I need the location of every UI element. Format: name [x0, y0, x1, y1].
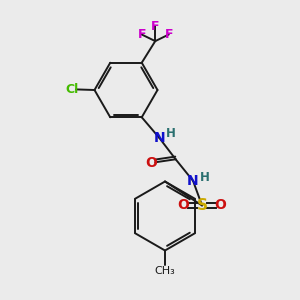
Text: N: N	[153, 131, 165, 145]
Text: H: H	[166, 127, 176, 140]
Text: O: O	[145, 156, 157, 170]
Text: O: O	[178, 199, 189, 212]
Text: O: O	[215, 199, 226, 212]
Text: S: S	[196, 198, 208, 213]
Text: CH₃: CH₃	[154, 266, 176, 276]
Text: Cl: Cl	[66, 83, 79, 96]
Text: F: F	[137, 28, 146, 41]
Text: F: F	[164, 28, 173, 41]
Text: F: F	[151, 20, 160, 33]
Text: N: N	[187, 174, 199, 188]
Text: H: H	[200, 171, 209, 184]
